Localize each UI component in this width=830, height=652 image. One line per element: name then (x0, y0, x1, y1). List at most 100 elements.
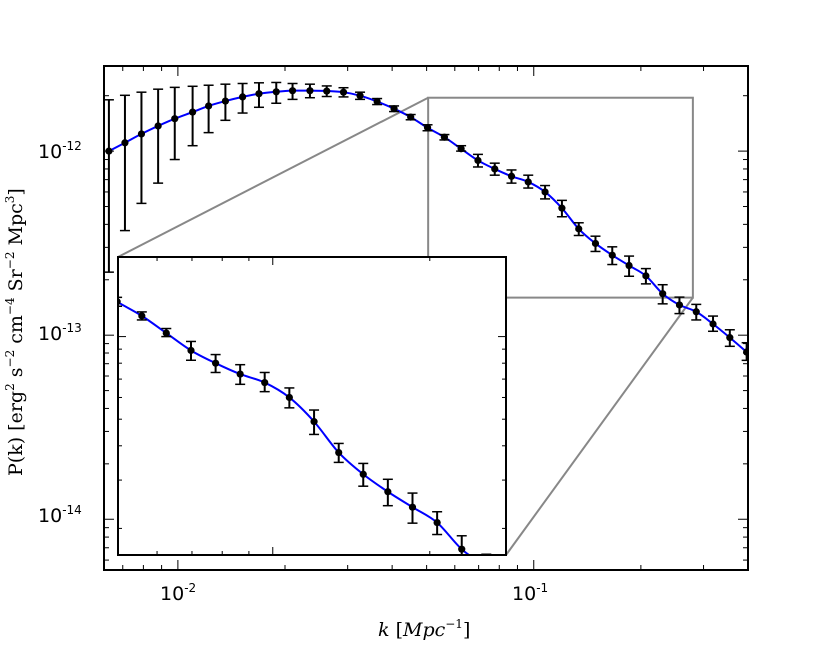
y-tick-label-0: 10-14 (38, 503, 82, 527)
main-point-11 (287, 82, 298, 101)
main-marker-15 (356, 92, 364, 100)
x-axis-label: k [Mpc−1] (378, 617, 470, 641)
main-marker-1 (121, 139, 129, 147)
inset-marker-23 (212, 359, 220, 367)
main-point-38 (741, 341, 748, 362)
main-point-29 (590, 235, 601, 253)
inset-marker-26 (285, 393, 293, 402)
inset-marker-20 (138, 312, 146, 320)
main-marker-2 (137, 130, 146, 138)
main-point-32 (640, 267, 651, 285)
main-point-28 (573, 222, 584, 237)
main-marker-28 (575, 225, 583, 233)
main-marker-4 (171, 115, 179, 123)
main-point-3 (153, 88, 164, 184)
main-marker-10 (272, 88, 280, 96)
inset-marker-34 (483, 562, 490, 569)
inset-marker-32 (433, 518, 441, 527)
main-marker-34 (675, 301, 684, 309)
inset-point-23 (210, 353, 221, 374)
main-point-7 (220, 83, 231, 122)
inset-point-22 (185, 340, 196, 361)
main-marker-38 (743, 348, 748, 356)
zoom-box-layer (117, 96, 694, 556)
main-point-4 (169, 86, 180, 161)
inset-marker-31 (408, 503, 417, 511)
main-marker-25 (524, 178, 532, 186)
inset-marker-25 (261, 378, 269, 387)
main-marker-3 (154, 122, 162, 130)
inset-marker-21 (162, 329, 170, 337)
main-marker-24 (507, 172, 516, 180)
main-point-30 (607, 246, 618, 266)
inset-background (118, 257, 506, 555)
main-point-17 (389, 105, 400, 113)
main-point-23 (489, 162, 500, 176)
main-point-34 (674, 296, 685, 315)
main-marker-5 (189, 108, 197, 116)
main-point-26 (540, 184, 551, 200)
main-marker-31 (625, 261, 633, 270)
main-point-9 (253, 82, 264, 109)
main-point-33 (657, 283, 668, 305)
main-point-22 (472, 153, 483, 168)
main-marker-36 (709, 320, 717, 328)
main-marker-33 (659, 290, 667, 298)
x-tick-label-1: 10-1 (512, 581, 548, 605)
inset-point-32 (432, 510, 443, 536)
main-plot-frame (103, 65, 749, 571)
main-point-8 (237, 82, 248, 114)
inset-point-26 (284, 387, 295, 409)
inset-marker-24 (236, 370, 244, 378)
y-axis-label: P(k) [erg2 s−2 cm−4 Sr−2 Mpc3] (3, 188, 27, 476)
main-marker-27 (558, 204, 566, 212)
main-marker-11 (288, 87, 297, 95)
zoom-region-box (427, 96, 694, 299)
inset-fit-curve (118, 301, 471, 555)
inset-point-31 (407, 492, 418, 524)
inset-point-25 (259, 371, 270, 393)
main-marker-32 (642, 272, 650, 280)
main-point-27 (556, 199, 567, 218)
main-marker-19 (423, 124, 432, 132)
main-point-14 (338, 86, 349, 98)
x-tick-label-0: 10-2 (160, 581, 196, 605)
main-point-0 (104, 99, 114, 273)
main-marker-12 (306, 87, 314, 95)
zoom-connector-top (117, 96, 429, 258)
inset-layer (117, 256, 507, 569)
main-marker-21 (457, 145, 465, 153)
main-marker-30 (608, 251, 616, 259)
zoom-connector-bottom (505, 297, 694, 556)
main-point-5 (187, 85, 198, 147)
main-point-36 (708, 315, 719, 333)
main-marker-20 (440, 133, 449, 141)
main-marker-17 (390, 105, 398, 113)
main-marker-8 (238, 93, 247, 101)
main-points-layer (104, 81, 748, 362)
inset-point-27 (309, 409, 320, 436)
main-marker-22 (474, 156, 482, 165)
main-marker-6 (205, 102, 213, 110)
inset-point-20 (136, 311, 147, 321)
main-point-35 (691, 303, 702, 321)
main-marker-16 (373, 97, 381, 106)
inset-frame (117, 256, 507, 556)
main-marker-37 (726, 334, 734, 342)
inset-point-33 (456, 535, 467, 555)
inset-marker-22 (187, 346, 195, 355)
inset-point-24 (235, 363, 246, 386)
main-point-18 (405, 113, 416, 121)
main-point-19 (422, 124, 433, 132)
inset-point-21 (161, 327, 172, 338)
main-point-37 (724, 329, 735, 348)
main-marker-29 (591, 239, 600, 248)
main-marker-35 (692, 308, 700, 316)
main-point-20 (439, 133, 450, 141)
main-point-10 (271, 81, 282, 104)
inset-marker-29 (359, 470, 367, 478)
inset-marker-27 (310, 418, 318, 426)
inset-point-34 (481, 553, 492, 569)
main-point-6 (203, 84, 214, 134)
